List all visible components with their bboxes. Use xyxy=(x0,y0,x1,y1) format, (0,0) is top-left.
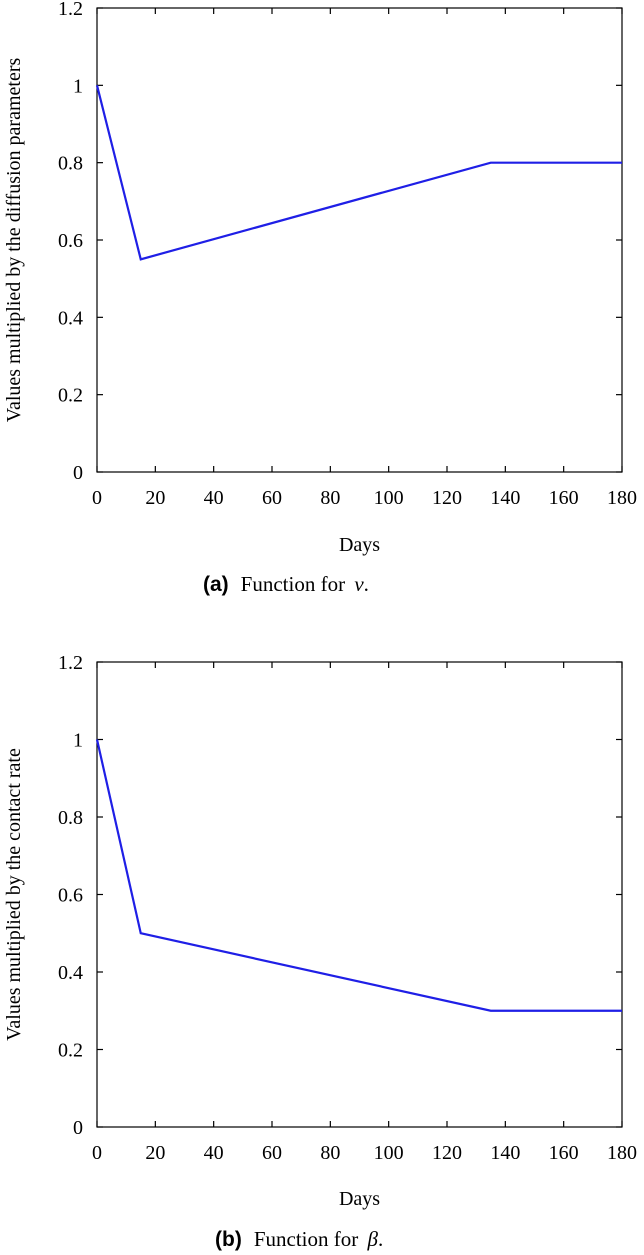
y-tick-label: 0.8 xyxy=(58,807,83,829)
x-tick-label: 0 xyxy=(92,487,102,509)
series-line xyxy=(95,739,622,1012)
chart-a: 0 20 40 60 80 100 120 140 160 180 0 0.2 0.4 0.6 0.8 1 1.… xyxy=(3,0,637,596)
y-axis-label: Values multiplied by the contact rate xyxy=(3,748,25,1041)
y-tick-label: 0.6 xyxy=(58,230,83,252)
x-tick-label: 40 xyxy=(204,487,224,509)
y-tick-label: 0.2 xyxy=(58,385,83,407)
x-tick-label: 80 xyxy=(320,1142,340,1164)
x-tick-label: 160 xyxy=(549,487,579,509)
caption-text: Function for xyxy=(241,572,351,596)
caption-label: (b) xyxy=(215,1228,242,1251)
caption-label: (a) xyxy=(203,573,229,596)
y-tick-label: 1.2 xyxy=(58,652,83,674)
x-tick-label: 80 xyxy=(320,487,340,509)
y-tick-label: 0.2 xyxy=(58,1040,83,1062)
x-axis-label: Days xyxy=(339,534,380,556)
series-line xyxy=(95,85,622,261)
y-tick-label: 1.2 xyxy=(58,0,83,20)
x-tick-label: 180 xyxy=(607,1142,637,1164)
y-tick-label: 0.4 xyxy=(58,307,83,329)
x-tick-label: 100 xyxy=(374,1142,404,1164)
y-tick-label: 0.8 xyxy=(58,153,83,175)
figure-caption: (b) Function for β. xyxy=(215,1227,383,1251)
y-tick-label: 0.6 xyxy=(58,885,83,907)
x-tick-label: 0 xyxy=(92,1142,102,1164)
y-tick-label: 0.4 xyxy=(58,962,83,984)
x-tick-label: 120 xyxy=(432,487,462,509)
x-axis-label: Days xyxy=(339,1188,380,1210)
caption-end: . xyxy=(364,572,369,596)
plot-frame xyxy=(96,661,623,1128)
y-axis-label: Values multiplied by the diffusion param… xyxy=(3,58,25,423)
x-tick-label: 140 xyxy=(490,1142,520,1164)
y-tick-label: 1 xyxy=(73,730,83,752)
plot-frame xyxy=(96,7,623,473)
x-tick-label: 20 xyxy=(145,1142,165,1164)
x-tick-label: 100 xyxy=(374,487,404,509)
caption-symbol: ν xyxy=(354,572,364,596)
x-tick-label: 120 xyxy=(432,1142,462,1164)
x-tick-label: 60 xyxy=(262,1142,282,1164)
x-tick-label: 160 xyxy=(549,1142,579,1164)
x-tick-label: 40 xyxy=(204,1142,224,1164)
x-tick-label: 180 xyxy=(607,487,637,509)
y-tick-label: 0 xyxy=(73,462,83,484)
x-tick-label: 140 xyxy=(490,487,520,509)
caption-symbol: β xyxy=(366,1227,378,1251)
caption-text: Function for xyxy=(254,1227,364,1251)
chart-b: 0 20 40 60 80 100 120 140 160 180 0 0.2 0.4 0.6 0.8 1 1.… xyxy=(3,652,637,1251)
x-tick-label: 60 xyxy=(262,487,282,509)
y-tick-label: 0 xyxy=(73,1117,83,1139)
caption-end: . xyxy=(378,1227,383,1251)
y-tick-label: 1 xyxy=(73,75,83,97)
x-tick-label: 20 xyxy=(145,487,165,509)
figure-caption: (a) Function for ν. xyxy=(203,572,369,596)
